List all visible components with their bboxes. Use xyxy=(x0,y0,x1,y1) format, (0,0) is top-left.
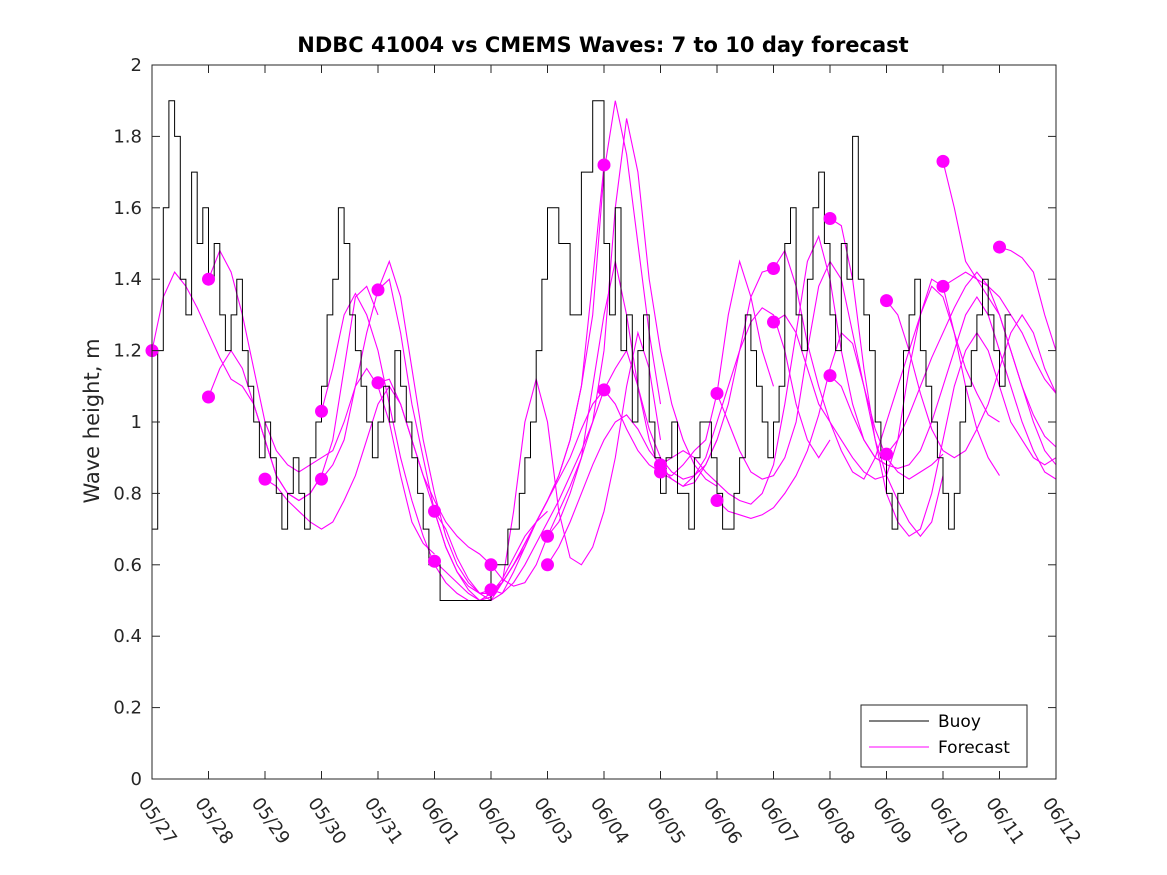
chart-title: NDBC 41004 vs CMEMS Waves: 7 to 10 day f… xyxy=(297,33,908,57)
forecast-line-1 xyxy=(207,249,435,555)
forecast-line-3 xyxy=(264,385,492,566)
y-tick-label: 0 xyxy=(131,769,142,790)
y-tick-label: 2 xyxy=(131,55,142,76)
y-tick-label: 0.2 xyxy=(113,698,142,719)
legend: Buoy Forecast xyxy=(860,704,1028,768)
forecast-marker xyxy=(484,558,498,572)
forecast-marker xyxy=(710,386,724,400)
forecast-marker xyxy=(823,212,837,226)
forecast-line-22 xyxy=(886,300,1057,459)
forecast-marker xyxy=(428,554,441,568)
forecast-marker xyxy=(541,529,554,543)
forecast-marker xyxy=(767,261,780,275)
forecast-marker xyxy=(541,558,554,572)
y-tick-label: 1.4 xyxy=(113,269,142,290)
forecast-marker xyxy=(710,494,724,508)
forecast-line-25 xyxy=(942,271,1057,466)
forecast-marker xyxy=(993,240,1006,254)
y-axis: 0 0.2 0.4 0.6 0.8 1 1.2 1.4 1.6 1.8 2 xyxy=(113,55,1056,790)
forecast-marker xyxy=(654,465,667,479)
forecast-line-14 xyxy=(603,307,831,487)
forecast-marker xyxy=(371,376,385,390)
forecast-marker xyxy=(767,315,780,329)
forecast-marker xyxy=(823,369,837,383)
y-tick-label: 0.4 xyxy=(113,626,142,647)
y-axis-label: Wave height, m xyxy=(80,338,104,503)
forecast-marker xyxy=(936,279,950,293)
forecast-marker xyxy=(258,472,272,486)
forecast-marker xyxy=(880,447,893,461)
forecast-marker xyxy=(315,472,328,486)
forecast-line-15 xyxy=(660,234,887,505)
forecast-line-17 xyxy=(716,331,944,519)
forecast-line-9 xyxy=(434,330,662,602)
forecast-marker xyxy=(880,294,893,308)
forecast-marker xyxy=(597,158,611,172)
forecast-marker xyxy=(202,390,215,404)
forecast-marker xyxy=(936,154,950,168)
forecast-marker xyxy=(484,583,498,597)
forecast-line-24 xyxy=(942,161,1057,394)
y-tick-label: 0.8 xyxy=(113,483,142,504)
y-tick-label: 1 xyxy=(131,412,142,433)
y-tick-label: 1.6 xyxy=(113,198,142,219)
forecast-marker xyxy=(315,404,328,418)
plot-area xyxy=(145,64,1057,780)
legend-buoy-label: Buoy xyxy=(938,712,981,732)
forecast-line-26 xyxy=(999,246,1057,351)
y-tick-label: 1.2 xyxy=(113,341,142,362)
forecast-line-8 xyxy=(434,100,662,602)
forecast-line-21 xyxy=(829,295,1057,480)
legend-forecast-label: Forecast xyxy=(938,738,1010,758)
forecast-line-23 xyxy=(886,271,1057,455)
y-tick-label: 0.6 xyxy=(113,555,142,576)
forecast-marker xyxy=(202,272,215,286)
forecast-line-10 xyxy=(490,118,718,587)
legend-box xyxy=(860,704,1028,768)
forecast-marker xyxy=(428,504,441,518)
forecast-line-20 xyxy=(829,218,1057,537)
forecast-marker xyxy=(371,283,385,297)
buoy-line xyxy=(152,100,1011,601)
forecast-marker xyxy=(597,383,611,397)
forecast-line-18 xyxy=(773,249,1000,480)
y-tick-label: 1.8 xyxy=(113,126,142,147)
